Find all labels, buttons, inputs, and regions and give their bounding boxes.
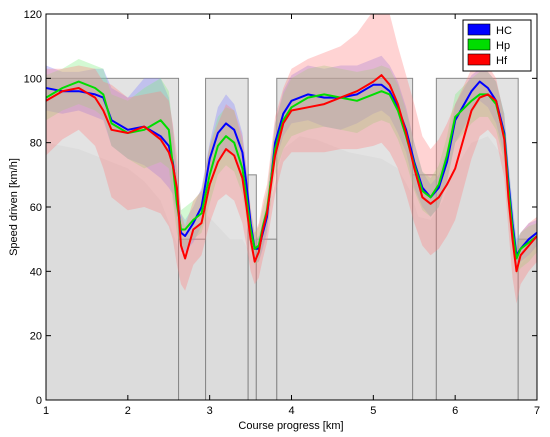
x-tick-label: 6 xyxy=(452,405,458,417)
y-tick-label: 40 xyxy=(30,266,42,278)
x-tick-label: 1 xyxy=(43,405,49,417)
y-axis-label: Speed driven [km/h] xyxy=(8,158,20,256)
y-tick-label: 20 xyxy=(30,331,42,343)
y-tick-label: 100 xyxy=(24,73,42,85)
series-line-hf xyxy=(46,74,537,273)
x-tick-label: 4 xyxy=(288,405,294,417)
band-hf xyxy=(46,14,537,304)
x-tick-label: 5 xyxy=(370,405,376,417)
x-tick-label: 3 xyxy=(207,405,213,417)
legend-swatch-hc xyxy=(467,23,491,36)
legend-label-hp: Hp xyxy=(496,40,510,52)
x-tick-label: 7 xyxy=(534,405,540,417)
legend-swatch-hp xyxy=(467,38,491,51)
x-axis-label: Course progress [km] xyxy=(238,420,343,432)
speed-limit-box-2 xyxy=(178,238,207,400)
legend: HC Hp Hf xyxy=(462,19,532,72)
speed-limit-box-3 xyxy=(205,77,249,400)
y-tick-label: 0 xyxy=(36,395,42,407)
legend-label-hc: HC xyxy=(496,25,512,37)
y-tick-label: 120 xyxy=(24,9,42,21)
legend-label-hf: Hf xyxy=(496,55,508,67)
y-tick-label: 60 xyxy=(30,202,42,214)
x-tick-label: 2 xyxy=(125,405,131,417)
band-hc xyxy=(46,55,537,269)
series-line-hc xyxy=(46,80,537,257)
series-line-hp xyxy=(46,80,537,260)
speed-limit-box-1 xyxy=(46,77,180,400)
band-hp xyxy=(46,59,537,275)
y-tick-label: 80 xyxy=(30,138,42,150)
legend-swatch-hf xyxy=(467,53,491,66)
